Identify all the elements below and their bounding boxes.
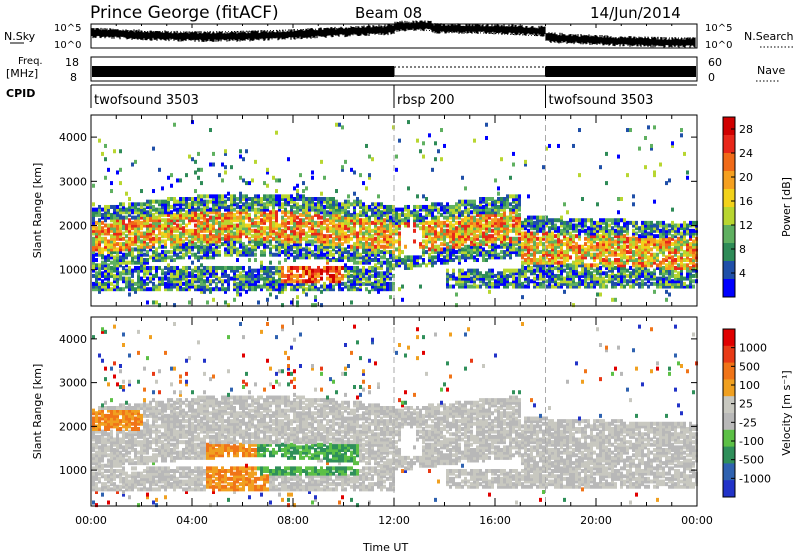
- power-swatch: [723, 135, 735, 154]
- xtick-label: 12:00: [378, 514, 410, 527]
- ylabel: Slant Range [km]: [31, 163, 44, 259]
- power-tick-label: 4: [739, 267, 746, 280]
- velocity-tick-label: -100: [739, 435, 764, 448]
- freq-label-2: [MHz]: [6, 67, 38, 80]
- power-swatch: [723, 117, 735, 136]
- ytick-label: 1000: [59, 464, 87, 477]
- frequency-strip: [91, 57, 697, 81]
- power-tick-label: 8: [739, 243, 746, 256]
- power-swatch: [723, 189, 735, 208]
- velocity-tick-label: 25: [739, 398, 753, 411]
- velocity-colorbar: 1000 500 100 25 -25 -100 -500 -1000 Velocity [m …: [723, 329, 793, 498]
- xtick-label: 04:00: [176, 514, 208, 527]
- freq-label-1: Freq.: [18, 56, 43, 67]
- velocity-swatch: [723, 329, 735, 346]
- velocity-panel: 1000 2000 3000 4000 Slant Range [km]: [31, 317, 698, 507]
- radar-summary-plot: Prince George (fitACF) Beam 08 14/Jun/20…: [0, 0, 800, 554]
- power-swatch: [723, 207, 735, 226]
- power-tick-label: 28: [739, 123, 753, 136]
- power-swatch: [723, 279, 735, 298]
- nsky-tick-top: 10^5: [54, 23, 81, 34]
- time-axis: 00:00 04:00 08:00 12:00 16:00 20:00 00:00: [75, 514, 713, 527]
- velocity-tick-label: -500: [739, 454, 764, 467]
- cpid-label: twofsound 3503: [94, 93, 199, 108]
- power-swatch: [723, 261, 735, 280]
- power-tick-label: 12: [739, 219, 753, 232]
- date-title: 14/Jun/2014: [590, 4, 681, 22]
- frequency-band-2: [546, 66, 697, 77]
- velocity-swatch: [723, 396, 735, 413]
- nsearch-tick-top: 10^5: [705, 23, 732, 34]
- xtick-label: 00:00: [681, 514, 713, 527]
- cpid-label: CPID: [6, 87, 35, 100]
- velocity-tick-label: 100: [739, 379, 760, 392]
- ytick-label: 1000: [59, 264, 87, 277]
- velocity-swatch: [723, 480, 735, 497]
- power-swatch: [723, 171, 735, 190]
- power-tick-label: 24: [739, 147, 753, 160]
- power-cells: [92, 120, 698, 307]
- velocity-swatch: [723, 447, 735, 464]
- power-colorbar: 4 8 12 16 20 24 28 Power [dB]: [723, 117, 793, 298]
- nsky-label: N.Sky: [4, 30, 36, 43]
- power-swatch: [723, 243, 735, 262]
- nave-tick-bottom: 0: [708, 71, 715, 84]
- cpid-strip: twofsound 3503 rbsp 200 twofsound 3503: [91, 85, 697, 108]
- velocity-swatch: [723, 430, 735, 447]
- velocity-tick-label: 500: [739, 360, 760, 373]
- freq-tick-top: 18: [65, 56, 79, 69]
- xtick-label: 20:00: [580, 514, 612, 527]
- xtick-label: 00:00: [75, 514, 107, 527]
- nave-label: Nave: [757, 64, 785, 77]
- freq-tick-bottom: 8: [70, 71, 77, 84]
- power-colorbar-label: Power [dB]: [780, 177, 793, 237]
- nave-tick-top: 60: [708, 56, 722, 69]
- power-tick-label: 20: [739, 171, 753, 184]
- ytick-label: 4000: [59, 333, 87, 346]
- velocity-colorbar-label: Velocity [m s⁻¹]: [780, 370, 793, 455]
- power-tick-label: 16: [739, 195, 753, 208]
- velocity-swatch: [723, 379, 735, 396]
- velocity-tick-label: -25: [739, 416, 757, 429]
- station-title: Prince George (fitACF): [90, 3, 279, 23]
- cpid-label: twofsound 3503: [549, 93, 654, 108]
- ytick-label: 2000: [59, 220, 87, 233]
- xaxis-label: Time UT: [362, 541, 408, 554]
- velocity-tick-label: -1000: [739, 472, 771, 485]
- ytick-label: 4000: [59, 131, 87, 144]
- beam-title: Beam 08: [355, 4, 422, 22]
- ytick-label: 3000: [59, 377, 87, 390]
- cpid-label: rbsp 200: [397, 93, 455, 108]
- nsky-tick-bottom: 10^0: [54, 40, 81, 51]
- noise-strip: [91, 21, 697, 49]
- velocity-swatch: [723, 363, 735, 380]
- power-panel: 1000 2000 3000 4000 Slant Range [km]: [31, 115, 698, 307]
- velocity-swatch: [723, 413, 735, 430]
- velocity-tick-label: 1000: [739, 342, 767, 355]
- velocity-swatch: [723, 346, 735, 363]
- plot-canvas: Prince George (fitACF) Beam 08 14/Jun/20…: [0, 0, 800, 554]
- xtick-label: 08:00: [277, 514, 309, 527]
- velocity-cells: [92, 322, 698, 507]
- frequency-band-1: [92, 66, 394, 77]
- xtick-label: 16:00: [479, 514, 511, 527]
- power-swatch: [723, 225, 735, 244]
- ytick-label: 2000: [59, 420, 87, 433]
- ylabel: Slant Range [km]: [31, 364, 44, 460]
- ytick-label: 3000: [59, 175, 87, 188]
- nsearch-label: N.Search: [744, 30, 794, 43]
- power-swatch: [723, 153, 735, 172]
- nsearch-tick-bottom: 10^0: [705, 40, 732, 51]
